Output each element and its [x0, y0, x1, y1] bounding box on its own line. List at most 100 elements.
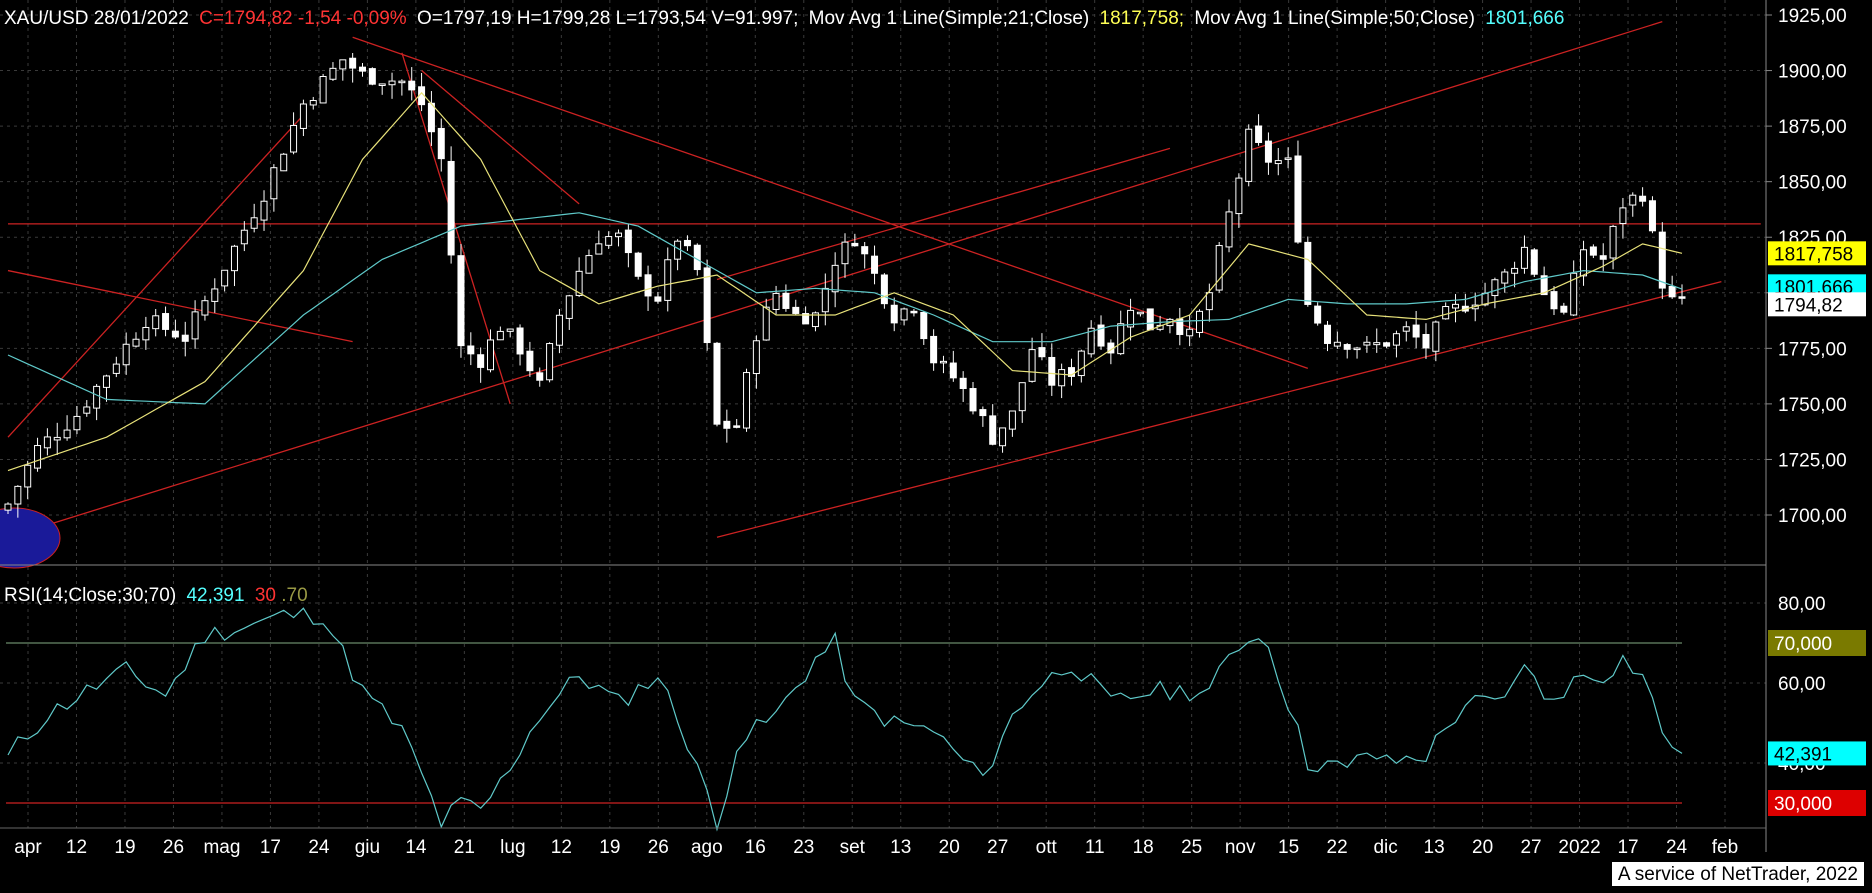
candle-body: [339, 59, 347, 70]
rsi-level-tag-label: 30,000: [1774, 794, 1832, 815]
candle-body: [871, 255, 879, 274]
ma50-line: [7, 212, 1683, 405]
candle-body: [949, 362, 957, 379]
time-tick-label: 16: [745, 837, 766, 858]
rsi-value-tag: [1768, 741, 1866, 766]
candle-body: [93, 385, 101, 409]
header-ma50-label: Mov Avg 1 Line(Simple;50;Close): [1194, 8, 1475, 29]
candle-body: [989, 415, 997, 445]
candle-body: [1520, 246, 1528, 269]
price-tick-label: 1750,00: [1778, 395, 1847, 416]
candle-body: [595, 243, 603, 255]
candle-body: [1048, 356, 1056, 386]
candle-body: [1343, 344, 1351, 350]
candle-body: [1314, 305, 1322, 324]
candle-body: [240, 229, 248, 245]
candle-body: [349, 57, 357, 69]
candle-body: [378, 83, 386, 86]
price-tick-label: 1700,00: [1778, 506, 1847, 527]
candle-body: [447, 160, 455, 256]
candle-body: [1195, 310, 1203, 333]
candle-body: [723, 420, 731, 429]
candle-body: [398, 80, 406, 84]
ma21-line: [7, 91, 1683, 472]
time-tick-label: 12: [66, 837, 87, 858]
candle-body: [487, 339, 495, 371]
candle-body: [437, 127, 445, 160]
time-tick-label: 23: [793, 837, 814, 858]
time-tick-label: nov: [1225, 837, 1256, 858]
time-tick-label: apr: [14, 837, 42, 858]
candle-body: [506, 328, 514, 332]
candle-body: [1058, 369, 1066, 387]
price-tick-label: 1900,00: [1778, 62, 1847, 83]
grid-layer: [0, 0, 1766, 828]
candle-body: [683, 239, 691, 247]
rsi-header-label: RSI(14;Close;30;70): [4, 585, 176, 606]
time-tick-label: mag: [203, 837, 240, 858]
rsi-level-tag: [1768, 790, 1866, 816]
moving-average-layer: [7, 91, 1683, 472]
candle-body: [1067, 367, 1075, 377]
candle-body: [1353, 347, 1361, 351]
time-tick-label: 20: [1472, 837, 1493, 858]
candlestick-layer: [4, 52, 1686, 518]
candle-body: [1619, 207, 1627, 225]
candle-body: [329, 67, 337, 80]
candle-body: [1452, 303, 1460, 309]
time-tick-label: 15: [1278, 837, 1299, 858]
candle-body: [162, 313, 170, 330]
candle-body: [555, 314, 563, 346]
candle-body: [634, 252, 642, 277]
candle-body: [1274, 160, 1282, 165]
candle-body: [102, 375, 110, 388]
candle-body: [939, 360, 947, 364]
price-tag-label: 1817,758: [1774, 244, 1853, 265]
candle-body: [585, 255, 593, 274]
candle-body: [358, 66, 366, 72]
candle-body: [1097, 324, 1105, 347]
price-tick-label: 1775,00: [1778, 339, 1847, 360]
candle-body: [644, 274, 652, 297]
candle-body: [546, 343, 554, 381]
candle-body: [319, 76, 327, 104]
time-tick-label: 24: [1666, 837, 1688, 858]
candle-body: [772, 292, 780, 310]
time-tick-label: 20: [939, 837, 960, 858]
candle-body: [112, 363, 120, 374]
candle-body: [1186, 328, 1194, 337]
candle-body: [565, 295, 573, 319]
candle-body: [43, 436, 51, 449]
time-tick-label: giu: [355, 837, 380, 858]
ellipse-annotation-layer: [0, 507, 61, 569]
time-tick-label: 26: [648, 837, 669, 858]
candle-body: [841, 241, 849, 265]
candle-body: [1304, 241, 1312, 305]
ellipse-annotation: [0, 507, 61, 569]
time-tick-label: 19: [114, 837, 135, 858]
candle-body: [733, 425, 741, 428]
price-tick-label: 1850,00: [1778, 173, 1847, 194]
rsi-level-tag-label: 70,000: [1774, 634, 1832, 655]
time-tick-label: set: [840, 837, 866, 858]
rsi-line: [7, 607, 1683, 832]
candle-body: [211, 288, 219, 302]
candle-body: [1609, 225, 1617, 259]
candle-body: [762, 306, 770, 341]
candle-body: [1402, 326, 1410, 332]
candle-body: [831, 264, 839, 293]
rsi-header-value: 42,391: [186, 585, 244, 606]
candle-body: [1018, 382, 1026, 412]
candle-body: [408, 80, 416, 91]
rsi-header-low: 30: [255, 585, 276, 606]
candle-body: [526, 350, 534, 372]
candle-body: [1264, 140, 1272, 163]
axis-layer: 1925,001900,001875,001850,001825,001800,…: [0, 0, 1847, 858]
candle-body: [290, 124, 298, 153]
candle-body: [1678, 296, 1686, 299]
candle-body: [575, 270, 583, 296]
time-tick-label: 27: [987, 837, 1008, 858]
candle-body: [743, 372, 751, 429]
trendline: [7, 269, 353, 343]
